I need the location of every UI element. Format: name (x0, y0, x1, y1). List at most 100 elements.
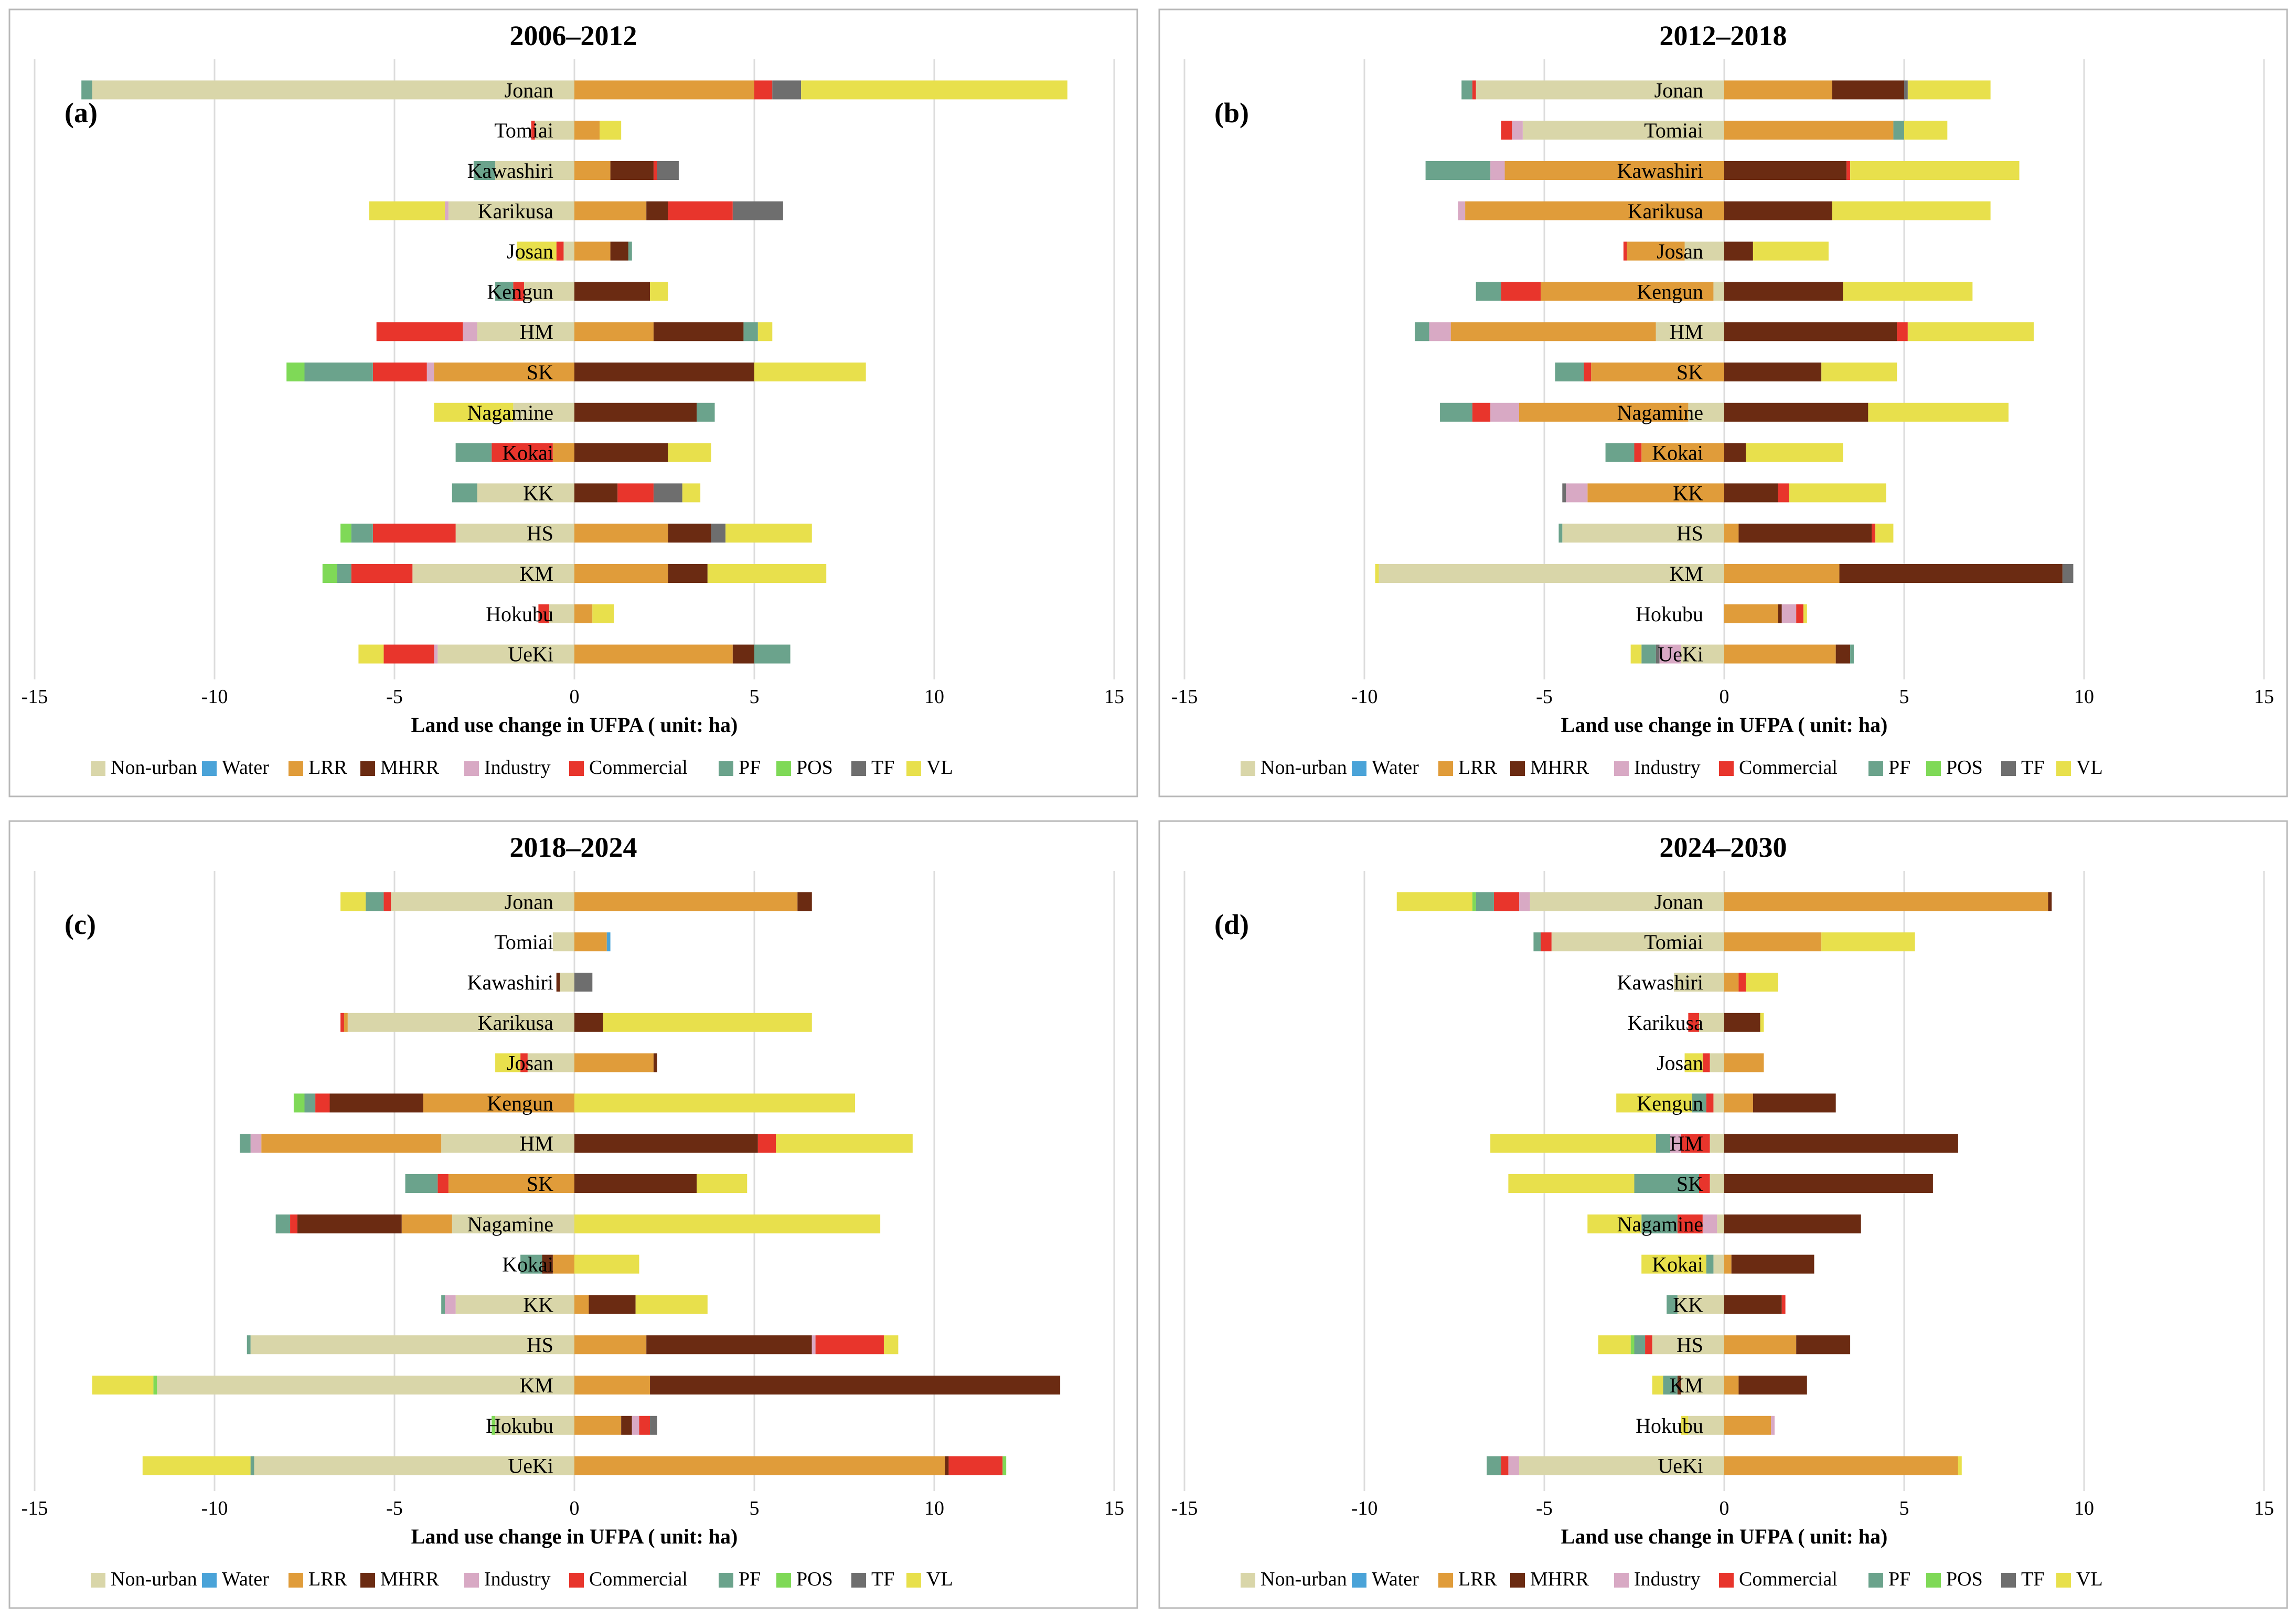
bar-segment-pf (1415, 322, 1429, 342)
x-tick-label: 5 (1899, 686, 1909, 708)
bar-segment-lrr (1724, 604, 1778, 623)
bar-segment-vl (1587, 1214, 1642, 1233)
bar-segment-commercial (372, 524, 456, 543)
category-label: Karikusa (1628, 199, 1704, 223)
bar-segment-commercial (383, 644, 434, 664)
bar-segment-nonurban (254, 1456, 575, 1475)
legend-swatch (464, 1573, 479, 1588)
category-label: KK (1673, 481, 1703, 505)
legend-item-tf: TF (851, 1568, 894, 1590)
bar-segment-industry (1659, 644, 1681, 664)
legend-swatch (1241, 761, 1255, 776)
bar-segment-nonurban (549, 604, 574, 623)
bar-segment-vl (1821, 363, 1897, 381)
bar-segment-industry (1519, 892, 1530, 911)
bar-segment-lrr (1465, 201, 1724, 220)
bar-segment-vl (1508, 1174, 1635, 1193)
x-axis-label: Land use change in UFPA ( unit: ha) (411, 713, 738, 737)
legend-label: POS (796, 1568, 833, 1590)
bar-segment-lrr (423, 1093, 574, 1113)
category-label: UeKi (508, 643, 553, 666)
bar-segment-pf (275, 1214, 291, 1233)
bar-segment-mhrr (1724, 402, 1868, 422)
legend-swatch (289, 1573, 303, 1588)
category-label: Kokai (1652, 441, 1703, 465)
category-label: Tomiai (1644, 119, 1703, 142)
bar-segment-vl (668, 443, 711, 462)
category-label: Kokai (502, 1253, 553, 1276)
bar-segment-vl (1850, 161, 2020, 180)
category-label: Kawashiri (1617, 159, 1703, 183)
bar-segment-commercial (1781, 1295, 1786, 1314)
legend-item-lrr: LRR (1438, 757, 1498, 779)
bar-segment-nonurban (1379, 564, 1724, 583)
legend-label: LRR (1458, 757, 1498, 779)
bar-segment-commercial (948, 1456, 1003, 1475)
category-label: Tomiai (1644, 930, 1703, 954)
bar-segment-nonurban (527, 1053, 574, 1072)
bar-segment-commercial (513, 282, 524, 301)
bar-segment-lrr (574, 932, 607, 952)
chart-panel-b: -15 -10 -5 0 5 10 15 2012–2018 (b) Jonan Tomiai Kaw… (1158, 8, 2288, 797)
legend-item-nonurban: Non-urban (91, 1568, 197, 1590)
legend-label: Water (222, 757, 269, 779)
bar-segment-vl (1396, 892, 1472, 911)
bar-segment-commercial (315, 1093, 330, 1113)
legend-swatch (1926, 1573, 1941, 1588)
legend-swatch (1352, 761, 1366, 776)
bar-segment-pos (1630, 1335, 1635, 1355)
bar-segment-mhrr (646, 201, 668, 220)
category-label: Kengun (487, 280, 553, 303)
bar-segment-nonurban (391, 892, 574, 911)
category-label: Tomiai (494, 930, 553, 954)
bar-segment-lrr (344, 1013, 348, 1032)
bar-segment-lrr (1724, 1254, 1732, 1274)
bar-segment-mhrr (574, 282, 650, 301)
legend-swatch (569, 1573, 584, 1588)
legend-item-tf: TF (2001, 1568, 2044, 1590)
legend-item-vl: VL (2056, 757, 2103, 779)
legend-label: TF (871, 757, 894, 779)
bar-segment-commercial (1584, 363, 1592, 381)
legend-swatch (1438, 1573, 1453, 1588)
bar-segment-lrr (1724, 121, 1894, 140)
legend-swatch (906, 1573, 921, 1588)
bar-segment-mhrr (1724, 1174, 1933, 1193)
bar-segment-pf (1634, 1174, 1699, 1193)
bar-segment-lrr (1724, 644, 1836, 664)
legend-swatch (1868, 761, 1883, 776)
bar-segment-mhrr (610, 161, 654, 180)
bar-segment-pf (1706, 1254, 1714, 1274)
x-tick-label: -15 (1171, 686, 1198, 708)
bar-segment-pf (455, 443, 492, 462)
bar-segment-nonurban (412, 564, 574, 583)
bar-segment-lrr (1724, 564, 1840, 583)
category-label: UeKi (1658, 1454, 1703, 1478)
category-label: Karikusa (478, 1011, 554, 1035)
bar-segment-lrr (1591, 363, 1724, 381)
bar-segment-mhrr (1778, 604, 1782, 623)
bar-segment-vl (142, 1456, 251, 1475)
bar-segment-vl (603, 1013, 812, 1032)
bar-segment-commercial (1472, 80, 1476, 100)
legend-label: TF (2021, 757, 2044, 779)
bar-segment-pf (1476, 282, 1501, 301)
bar-segment-commercial (617, 483, 654, 503)
bar-segment-vl (682, 483, 701, 503)
legend-swatch (1614, 1573, 1629, 1588)
chart-panel-c: -15 -10 -5 0 5 10 15 2018–2024 (c) Jonan Tomiai Kaw… (8, 820, 1138, 1609)
bar-segment-vl (358, 644, 384, 664)
bar-segment-pos (153, 1376, 157, 1395)
legend-swatch (91, 1573, 105, 1588)
category-label: Jonan (1654, 890, 1703, 913)
legend-label: Commercial (589, 757, 688, 779)
legend-swatch (2056, 761, 2071, 776)
x-tick-label: 5 (750, 1497, 760, 1519)
bar-segment-nonurban (1713, 1254, 1724, 1274)
bar-segment-commercial (372, 363, 427, 381)
bar-segment-lrr (574, 1376, 650, 1395)
bar-segment-commercial (1778, 483, 1789, 503)
bar-segment-mhrr (574, 483, 618, 503)
bar-segment-tf (657, 161, 679, 180)
bar-segment-commercial (1501, 121, 1512, 140)
